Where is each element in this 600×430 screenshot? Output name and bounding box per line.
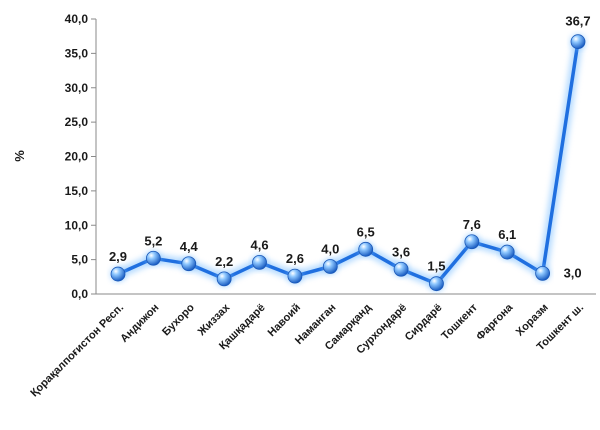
data-label: 3,6 <box>392 244 410 259</box>
y-tick-label: 40,0 <box>65 12 89 26</box>
data-label: 4,0 <box>321 242 339 257</box>
y-tick-label: 10,0 <box>65 218 89 232</box>
x-axis-ticks: Қорақалпоғистон Респ.АндижонБухороЖиззах… <box>28 301 586 399</box>
data-label: 6,5 <box>357 224 375 239</box>
data-label: 2,6 <box>286 251 304 266</box>
y-tick-label: 35,0 <box>65 46 89 60</box>
data-point <box>499 244 515 260</box>
y-tick-label: 25,0 <box>65 115 89 129</box>
data-point <box>110 266 126 282</box>
data-point <box>464 234 480 250</box>
data-label: 4,6 <box>250 237 268 252</box>
data-label: 4,4 <box>180 239 199 254</box>
y-tick-label: 20,0 <box>65 150 89 164</box>
data-point <box>393 261 409 277</box>
x-tick-label: Бухоро <box>160 301 197 338</box>
data-point <box>429 276 444 292</box>
data-point <box>145 250 161 266</box>
data-labels: 2,9 5,2 4,4 2,2 4,6 2,6 4,0 6,5 3,6 1,5 7,6 6,1 3,0 3… <box>109 14 591 281</box>
data-point <box>216 271 232 287</box>
chart-axes <box>95 19 596 295</box>
data-point <box>570 34 586 50</box>
y-tick-label: 30,0 <box>65 81 89 95</box>
y-tick-label: 15,0 <box>65 184 89 198</box>
data-label: 2,9 <box>109 249 127 264</box>
data-label: 3,0 <box>564 265 582 280</box>
data-point <box>358 241 374 257</box>
x-tick-label: Андижон <box>118 302 161 345</box>
data-label: 5,2 <box>144 233 162 248</box>
series-markers <box>110 33 586 292</box>
x-tick-label: Фарғона <box>474 301 516 343</box>
data-point <box>322 259 338 274</box>
data-label: 2,2 <box>215 254 233 269</box>
y-tick-label: 5,0 <box>71 253 88 267</box>
data-label: 7,6 <box>463 217 481 232</box>
data-label: 36,7 <box>565 14 590 29</box>
x-tick-label: Сирдарё <box>403 302 445 344</box>
y-axis-ticks: 0,0 5,0 10,0 15,0 20,0 25,0 30,0 35,0 40,0 <box>65 12 96 301</box>
x-tick-label: Тошкент <box>439 301 480 342</box>
data-point <box>181 256 197 272</box>
y-axis-label: % <box>12 150 27 162</box>
x-tick-label: Қорақалпоғистон Респ. <box>28 302 126 400</box>
y-tick-label: 0,0 <box>71 287 88 301</box>
data-label: 1,5 <box>427 259 445 274</box>
data-label: 6,1 <box>498 227 516 242</box>
data-point <box>252 254 267 270</box>
data-point <box>287 268 303 284</box>
data-point <box>535 265 551 281</box>
